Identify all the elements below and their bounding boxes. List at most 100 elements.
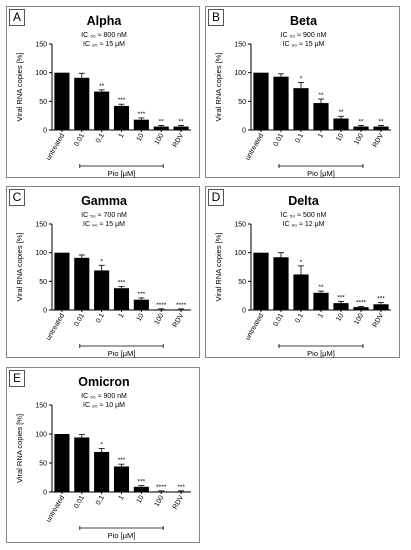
y-tick-label: 150 [35,222,47,229]
ic50-annotation: IC ₅₀ ≈ 800 nM [81,32,127,39]
significance-label: *** [138,479,146,486]
chart-beta: Beta IC ₅₀ ≈ 900 nM IC ₉₀ ≈ 15 μM 0 50 100 150… [214,14,391,178]
panel-gamma: Gamma IC ₅₀ ≈ 700 nM IC ₉₀ ≈ 15 μM 0 50 100 15… [6,186,200,358]
x-tick-label: 10 [335,132,345,142]
significance-label: **** [176,302,187,309]
x-tick-label: RDV [372,312,386,329]
y-tick-label: 100 [35,250,47,257]
significance-label: ** [338,109,344,116]
bar [133,119,149,130]
chart-gamma: Gamma IC ₅₀ ≈ 700 nM IC ₉₀ ≈ 15 μM 0 50 100 15… [15,194,191,358]
significance-label: *** [337,294,345,301]
y-axis-label: Viral RNA copies [%] [15,414,24,483]
y-tick-label: 150 [234,222,246,229]
x-tick-label: 10 [136,312,146,322]
x-tick-label: 1 [118,132,126,139]
panel-letter: E [9,370,25,387]
x-axis-label: Pio [μM] [307,169,335,178]
y-axis-label: Viral RNA copies [%] [15,232,24,301]
ic90-annotation: IC ₉₀ ≈ 15 μM [283,41,325,48]
bar [74,437,90,492]
y-axis-label: Viral RNA copies [%] [214,52,223,121]
bar [133,299,149,310]
chart-alpha: Alpha IC ₅₀ ≈ 800 nM IC ₉₀ ≈ 15 μM 0 50 100 15… [15,14,191,178]
bar [113,288,130,310]
bar [373,126,389,130]
x-tick-label: untreated [45,312,66,341]
x-axis-label: Pio [μM] [307,349,335,358]
significance-label: * [100,442,103,449]
x-tick-label: 0.01 [272,312,285,327]
panel-letter: B [208,9,224,26]
y-tick-label: 100 [234,250,246,257]
x-tick-label: 100 [154,132,166,146]
significance-label: **** [156,302,167,309]
x-tick-label: 1 [317,312,325,319]
x-tick-label: 100 [353,312,365,326]
x-axis-label: Pio [μM] [108,531,136,540]
chart-title: Gamma [81,194,128,208]
x-tick-label: 0.01 [73,132,86,147]
bar [153,309,169,311]
x-tick-label: 0.1 [95,312,106,324]
bar [54,72,70,130]
bar [113,466,130,492]
ic50-annotation: IC ₅₀ ≈ 700 nM [81,212,127,219]
y-tick-label: 50 [238,99,246,106]
y-tick-label: 0 [43,128,47,135]
panel-beta: Beta IC ₅₀ ≈ 900 nM IC ₉₀ ≈ 15 μM 0 50 100 150… [205,6,400,178]
y-tick-label: 100 [234,70,246,77]
bar [94,451,110,492]
x-tick-label: untreated [244,132,265,161]
bar [153,126,169,130]
panel-delta: Delta IC ₅₀ ≈ 500 nM IC ₉₀ ≈ 12 μM 0 50 100 15… [205,186,400,358]
significance-label: * [100,258,103,265]
bar [173,126,189,130]
bar [173,491,189,493]
bar [293,274,309,310]
x-tick-label: untreated [244,312,265,341]
significance-label: **** [156,484,167,491]
panel-alpha: Alpha IC ₅₀ ≈ 800 nM IC ₉₀ ≈ 15 μM 0 50 100 15… [6,6,200,178]
bar [74,257,90,310]
panel-letter: D [208,189,224,206]
ic50-annotation: IC ₅₀ ≈ 500 nM [281,212,327,219]
x-tick-label: 10 [136,132,146,142]
ic90-annotation: IC ₉₀ ≈ 15 μM [83,221,125,228]
y-tick-label: 150 [234,42,246,49]
x-tick-label: 0.01 [73,494,86,509]
significance-label: ** [318,284,324,291]
x-tick-label: 1 [317,132,325,139]
significance-label: *** [377,296,385,303]
y-tick-label: 50 [39,461,47,468]
chart-title: Omicron [78,375,129,389]
x-tick-label: 0.01 [272,132,285,147]
x-tick-label: 100 [154,494,166,508]
bar [153,491,169,493]
panel-letter: C [9,189,25,206]
panel-omicron: Omicron IC ₅₀ ≈ 900 nM IC ₉₀ ≈ 10 μM 0 50 100… [6,367,200,543]
x-tick-label: 0.01 [73,312,86,327]
y-axis-label: Viral RNA copies [%] [214,232,223,301]
y-tick-label: 100 [35,432,47,439]
panel-letter: A [9,9,25,26]
x-tick-label: RDV [172,312,186,329]
significance-label: *** [177,484,185,491]
y-tick-label: 50 [39,99,47,106]
x-tick-label: 100 [353,132,365,146]
bar [74,77,90,130]
x-tick-label: 1 [118,312,126,319]
x-tick-label: 10 [136,494,146,504]
significance-label: ** [318,92,324,99]
significance-label: ** [179,118,185,125]
significance-label: ** [378,118,384,125]
y-tick-label: 0 [43,490,47,497]
chart-delta: Delta IC ₅₀ ≈ 500 nM IC ₉₀ ≈ 12 μM 0 50 100 15… [214,194,391,358]
bar [133,486,149,492]
x-tick-label: 10 [335,312,345,322]
x-tick-label: RDV [172,494,186,511]
significance-label: * [300,259,303,266]
bar [94,270,110,310]
chart-title: Alpha [87,14,123,28]
